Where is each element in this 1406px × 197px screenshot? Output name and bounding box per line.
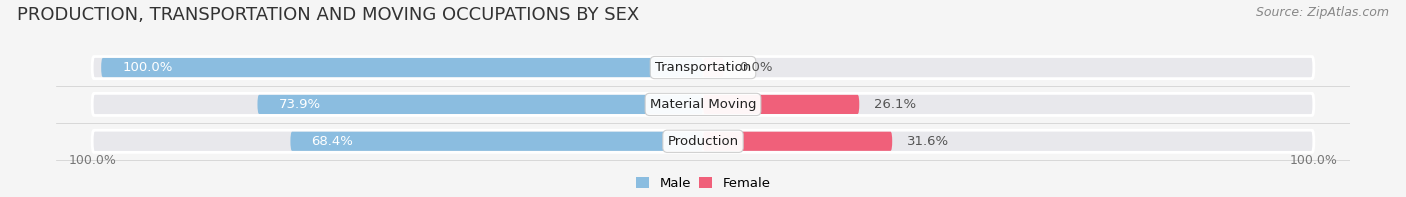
Text: 68.4%: 68.4% bbox=[311, 135, 353, 148]
Text: 73.9%: 73.9% bbox=[278, 98, 321, 111]
FancyBboxPatch shape bbox=[101, 58, 703, 77]
Text: 100.0%: 100.0% bbox=[1289, 154, 1337, 167]
Text: Transportation: Transportation bbox=[655, 61, 751, 74]
Text: 26.1%: 26.1% bbox=[875, 98, 917, 111]
FancyBboxPatch shape bbox=[291, 132, 703, 151]
Text: PRODUCTION, TRANSPORTATION AND MOVING OCCUPATIONS BY SEX: PRODUCTION, TRANSPORTATION AND MOVING OC… bbox=[17, 6, 640, 24]
Text: 100.0%: 100.0% bbox=[69, 154, 117, 167]
FancyBboxPatch shape bbox=[703, 58, 724, 77]
Text: Material Moving: Material Moving bbox=[650, 98, 756, 111]
Text: 0.0%: 0.0% bbox=[740, 61, 772, 74]
FancyBboxPatch shape bbox=[93, 57, 1313, 79]
Text: 31.6%: 31.6% bbox=[907, 135, 949, 148]
FancyBboxPatch shape bbox=[93, 130, 1313, 152]
Legend: Male, Female: Male, Female bbox=[636, 177, 770, 190]
FancyBboxPatch shape bbox=[93, 93, 1313, 115]
FancyBboxPatch shape bbox=[703, 95, 859, 114]
FancyBboxPatch shape bbox=[703, 132, 893, 151]
FancyBboxPatch shape bbox=[257, 95, 703, 114]
Text: Source: ZipAtlas.com: Source: ZipAtlas.com bbox=[1256, 6, 1389, 19]
Text: Production: Production bbox=[668, 135, 738, 148]
Text: 100.0%: 100.0% bbox=[122, 61, 173, 74]
